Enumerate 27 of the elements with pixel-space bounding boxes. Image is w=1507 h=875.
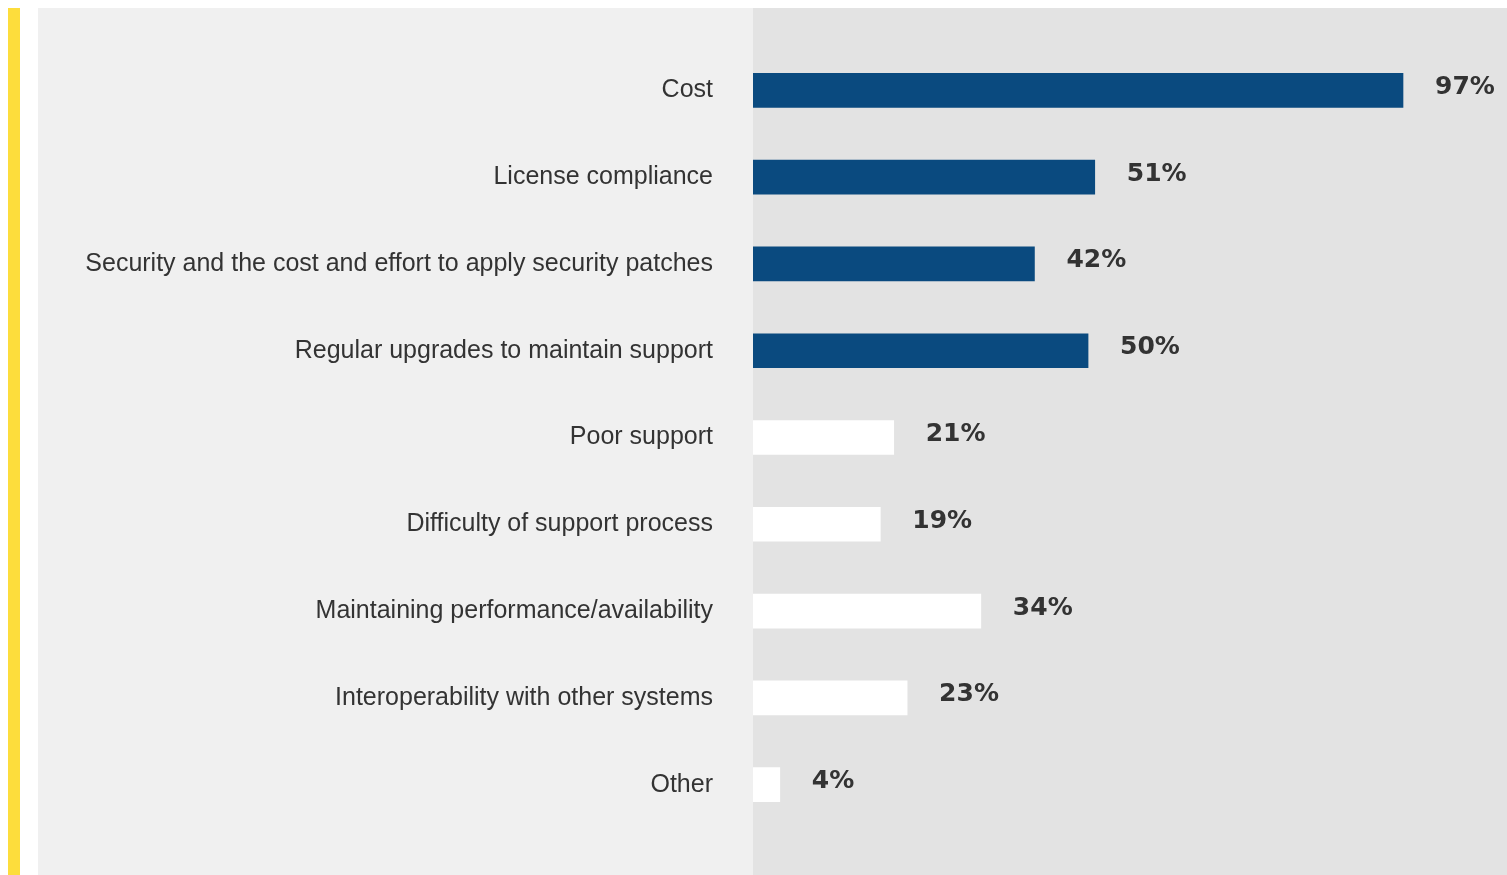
data-label: 51%: [1126, 157, 1187, 187]
y-tick-label: Difficulty of support process: [406, 508, 713, 537]
data-label: 4%: [811, 765, 855, 795]
data-label: 50%: [1120, 331, 1180, 361]
bar: [753, 680, 908, 716]
y-tick-label: Maintaining performance/availability: [315, 594, 714, 623]
bar: [753, 73, 1404, 108]
y-tick-label: Regular upgrades to maintain support: [294, 334, 714, 363]
bar: [753, 506, 881, 542]
data-label: 97%: [1435, 70, 1495, 100]
data-label: 42%: [1066, 244, 1127, 274]
y-tick-label: Poor support: [569, 421, 714, 450]
y-tick-label: Other: [650, 768, 713, 797]
data-label: 23%: [939, 678, 999, 708]
y-tick-label: License compliance: [493, 161, 713, 190]
data-label: 34%: [1012, 591, 1073, 621]
bar: [753, 333, 1089, 369]
bar: [753, 593, 982, 629]
y-tick-label: Security and the cost and effort to apply security patches: [85, 247, 713, 276]
y-tick-label: Cost: [661, 74, 714, 103]
bar: [753, 420, 895, 455]
data-label: 19%: [912, 504, 973, 534]
bar: [753, 159, 1096, 195]
bar: [753, 246, 1035, 282]
y-tick-label: Interoperability with other systems: [335, 681, 713, 710]
data-label: 21%: [925, 418, 986, 447]
bar: [753, 767, 781, 802]
